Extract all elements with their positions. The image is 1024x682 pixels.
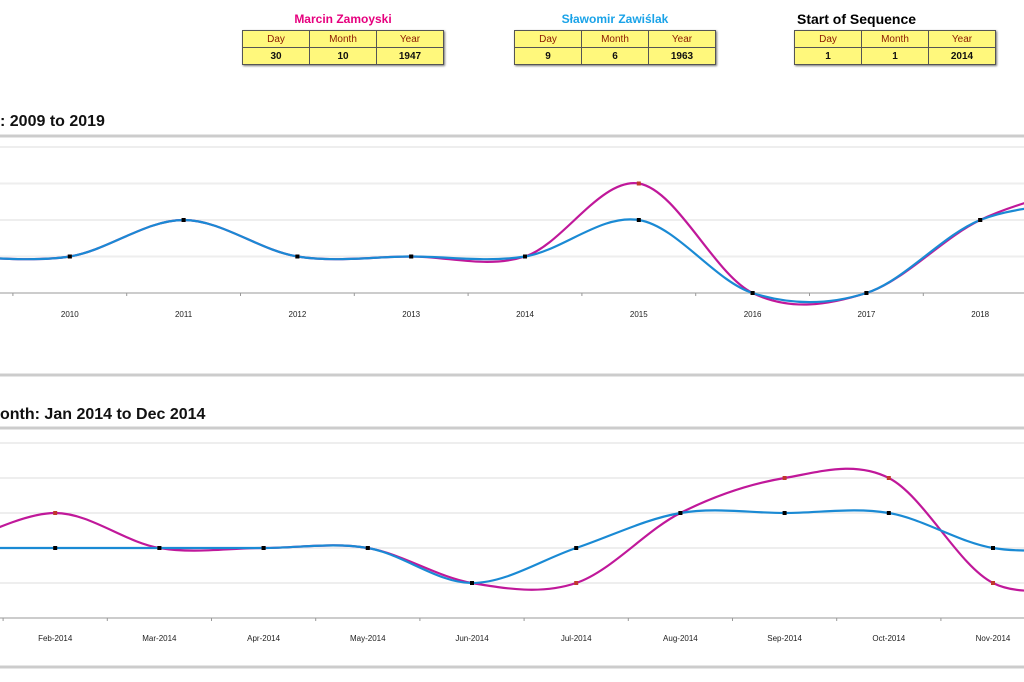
data-point <box>261 546 266 550</box>
data-point <box>295 254 300 259</box>
data-point <box>991 546 995 550</box>
sequence-title: Start of Sequence <box>797 11 917 27</box>
month-cell[interactable]: 1 <box>861 47 929 65</box>
date-table: Day Month Year 9 6 1963 <box>514 30 716 65</box>
data-point <box>157 546 162 550</box>
x-tick-label: Sep-2014 <box>767 634 802 643</box>
data-point <box>181 218 186 222</box>
x-tick-label: 2017 <box>858 310 876 319</box>
x-tick-label: 2016 <box>744 310 762 319</box>
data-point <box>67 254 72 259</box>
yearly-chart-title: : 2009 to 2019 <box>0 113 105 130</box>
data-point <box>750 291 755 295</box>
sequence-start-dates: Start of Sequence Day Month Year 1 1 2014 <box>794 10 996 65</box>
data-point <box>782 511 787 515</box>
data-point <box>782 476 787 480</box>
slawomir-dates: Sławomir Zawiślak Day Month Year 9 6 1963 <box>514 10 716 65</box>
header-year: Year <box>928 30 996 48</box>
month-cell[interactable]: 10 <box>309 47 377 65</box>
data-point <box>574 546 579 550</box>
x-tick-label: 2015 <box>630 310 648 319</box>
day-cell[interactable]: 30 <box>242 47 310 65</box>
x-tick-label: Feb-2014 <box>38 634 73 643</box>
data-point <box>886 476 891 480</box>
data-point <box>365 546 370 550</box>
person-name: Sławomir Zawiślak <box>561 12 669 26</box>
data-point <box>523 254 527 259</box>
data-point <box>574 581 579 585</box>
year-cell[interactable]: 2014 <box>928 47 996 65</box>
monthly-chart-title: onth: Jan 2014 to Dec 2014 <box>0 406 206 423</box>
x-tick-label: Jul-2014 <box>561 634 592 643</box>
data-point <box>470 581 474 585</box>
x-tick-label: 2018 <box>971 310 989 319</box>
date-table: Day Month Year 1 1 2014 <box>794 30 996 65</box>
x-tick-label: 2011 <box>175 310 193 319</box>
data-point <box>864 291 869 295</box>
data-point <box>678 511 683 515</box>
data-point <box>636 218 641 222</box>
data-point <box>53 546 58 550</box>
x-tick-label: Apr-2014 <box>247 634 280 643</box>
date-table: Day Month Year 30 10 1947 <box>242 30 444 65</box>
data-point <box>53 511 58 515</box>
marcin-dates: Marcin Zamoyski Day Month Year 30 10 1947 <box>242 10 444 65</box>
year-cell[interactable]: 1963 <box>648 47 716 65</box>
data-point <box>886 511 891 515</box>
x-tick-label: Mar-2014 <box>142 634 177 643</box>
data-point <box>991 581 995 585</box>
series-line <box>0 182 1024 306</box>
x-tick-label: May-2014 <box>350 634 386 643</box>
x-tick-label: 2010 <box>61 310 79 319</box>
data-point <box>409 254 414 259</box>
person-name: Marcin Zamoyski <box>294 12 392 26</box>
series-line <box>0 467 1024 592</box>
x-tick-label: 2014 <box>516 310 534 319</box>
series-line <box>0 207 1024 304</box>
x-tick-label: Aug-2014 <box>663 634 698 643</box>
x-tick-label: Nov-2014 <box>976 634 1011 643</box>
x-tick-label: 2012 <box>289 310 307 319</box>
x-tick-label: Jun-2014 <box>455 634 489 643</box>
x-tick-label: Oct-2014 <box>872 634 905 643</box>
x-tick-label: 2013 <box>402 310 420 319</box>
year-cell[interactable]: 1947 <box>376 47 444 65</box>
data-point <box>978 218 983 222</box>
series-line <box>0 509 1024 585</box>
data-point <box>636 181 641 186</box>
